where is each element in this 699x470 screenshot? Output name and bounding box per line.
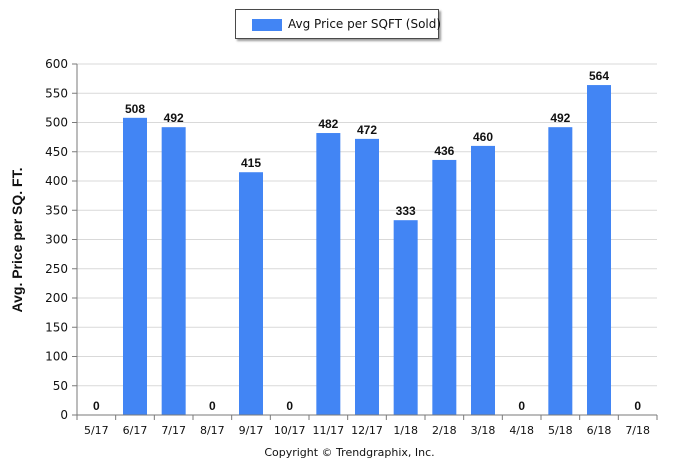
x-tick-label: 7/17: [161, 424, 186, 437]
y-tick-label: 400: [45, 174, 68, 188]
bar: [123, 117, 147, 415]
bar: [239, 172, 263, 415]
bar: [355, 138, 379, 415]
y-tick-label: 350: [45, 203, 68, 217]
x-tick-label: 7/18: [625, 424, 650, 437]
data-label: 472: [357, 123, 377, 137]
data-label: 492: [550, 111, 570, 125]
data-labels: 0 508 492 0 415 0 482 472 333 436 460 0 492 564 0: [93, 69, 641, 413]
bars: [123, 85, 611, 416]
y-tick-label: 500: [45, 116, 68, 130]
data-label: 0: [209, 399, 216, 413]
y-tick-label: 150: [45, 320, 68, 334]
x-tick-label: 5/18: [548, 424, 573, 437]
x-tick-label: 8/17: [200, 424, 225, 437]
data-label: 460: [473, 130, 493, 144]
data-label: 333: [396, 204, 416, 218]
y-tick-label: 200: [45, 291, 68, 305]
bar: [471, 145, 495, 415]
axes: 0 50 100 150 200 250 300 350 400 450 500 550 600 5/17…: [45, 57, 658, 437]
x-tick-label: 6/17: [123, 424, 148, 437]
bar: [316, 133, 341, 415]
data-label: 508: [125, 102, 145, 116]
bar: [432, 159, 457, 415]
y-axis-title: Avg. Price per SQ. FT.: [9, 168, 25, 313]
x-tick-label: 9/17: [239, 424, 264, 437]
bar: [587, 85, 611, 415]
x-tick-label: 2/18: [432, 424, 457, 437]
y-tick-label: 300: [45, 233, 68, 247]
bar: [161, 127, 186, 416]
copyright-text: Copyright © Trendgraphix, Inc.: [264, 446, 435, 459]
legend-swatch: [252, 19, 282, 31]
data-label: 492: [164, 111, 184, 125]
bar: [548, 127, 573, 416]
y-tick-label: 50: [53, 379, 68, 393]
x-tick-label: 11/17: [312, 424, 344, 437]
data-label: 482: [318, 117, 338, 131]
x-tick-label: 1/18: [393, 424, 418, 437]
y-tick-label: 0: [60, 408, 68, 422]
y-tick-label: 600: [45, 57, 68, 71]
y-tick-label: 250: [45, 262, 68, 276]
x-tick-label: 5/17: [84, 424, 109, 437]
data-label: 0: [93, 399, 100, 413]
x-tick-label: 6/18: [587, 424, 612, 437]
legend-label: Avg Price per SQFT (Sold): [288, 17, 442, 31]
y-tick-label: 100: [45, 350, 68, 364]
legend: Avg Price per SQFT (Sold): [235, 9, 442, 39]
x-tick-label: 4/18: [509, 424, 534, 437]
x-tick-label: 10/17: [274, 424, 306, 437]
x-tick-label: 3/18: [471, 424, 496, 437]
x-tick-label: 12/17: [351, 424, 383, 437]
bar: [393, 220, 418, 415]
y-tick-label: 550: [45, 86, 68, 100]
data-label: 415: [241, 156, 261, 170]
data-label: 564: [589, 69, 609, 83]
y-tick-label: 450: [45, 145, 68, 159]
data-label: 0: [634, 399, 641, 413]
data-label: 436: [434, 144, 454, 158]
data-label: 0: [518, 399, 525, 413]
data-label: 0: [286, 399, 293, 413]
